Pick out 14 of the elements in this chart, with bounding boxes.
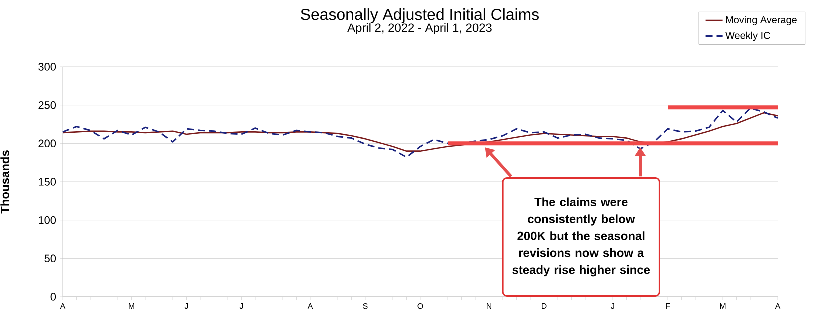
legend-label: Weekly IC — [726, 32, 770, 42]
y-tick-label: 50 — [44, 254, 56, 263]
y-tick-label: 250 — [38, 101, 56, 110]
y-tick-label: 300 — [38, 63, 56, 71]
y-tick-label: 200 — [38, 140, 56, 148]
chart-subtitle: April 2, 2022 - April 1, 2023 — [348, 23, 492, 35]
y-tick-label: 100 — [39, 216, 56, 224]
annotation: The claims were consistently below 200K but the seasonal revisions now show a steady rise higher since — [512, 198, 650, 277]
line-series — [62, 108, 779, 158]
y-tick-label: 150 — [39, 178, 56, 186]
y-tick-label: 0 — [50, 293, 56, 301]
y-axis-title: Thousands — [0, 150, 10, 214]
chart-title: Seasonally Adjusted Initial Claims — [301, 8, 539, 24]
legend-label: Moving Average — [726, 16, 797, 26]
